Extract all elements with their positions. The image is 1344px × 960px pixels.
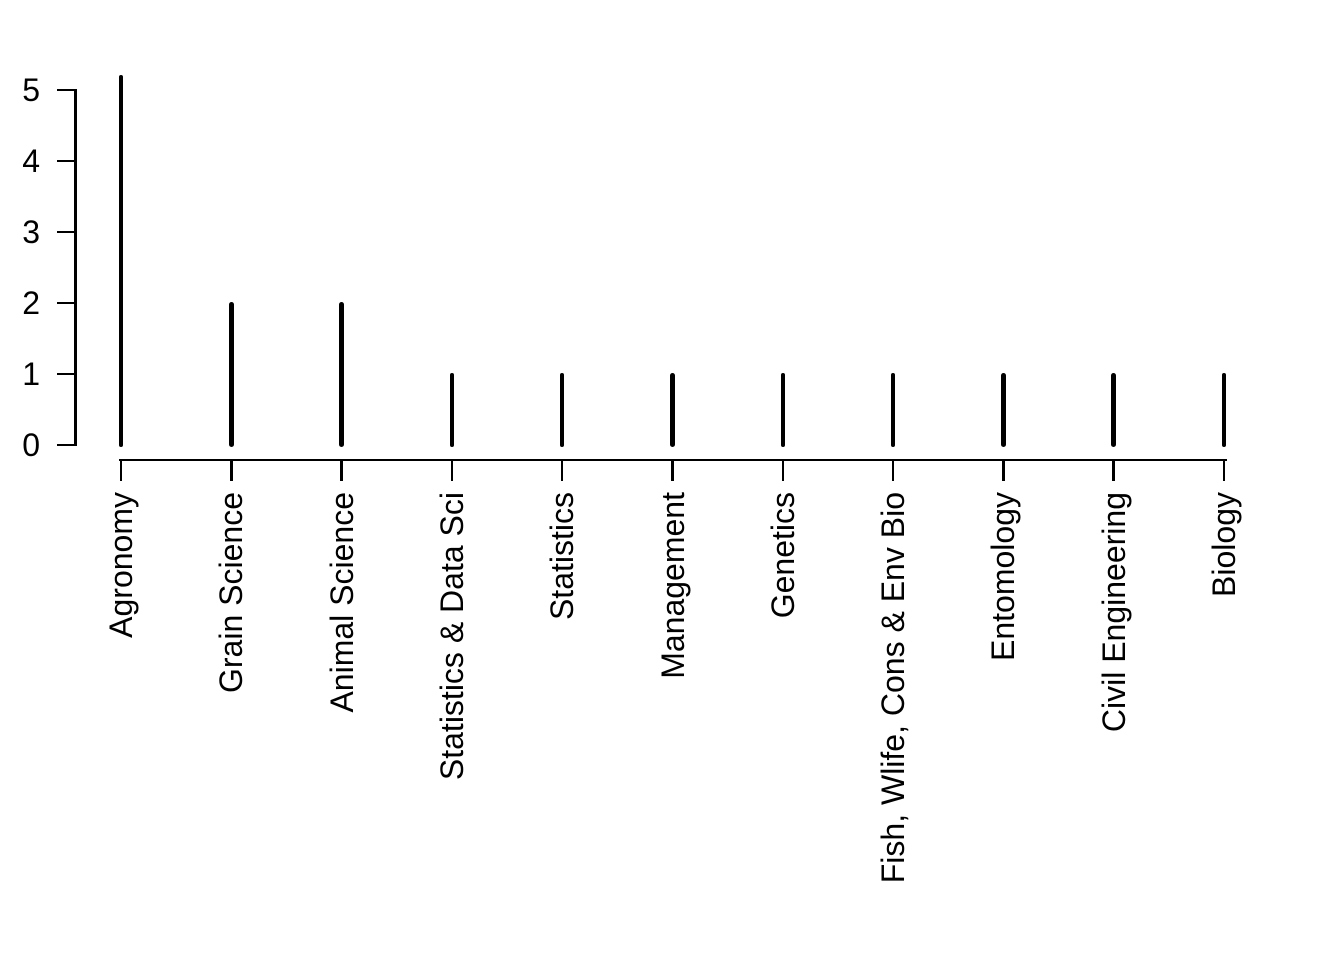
x-category-label: Statistics (544, 492, 581, 621)
y-tick-label: 3 (22, 214, 40, 250)
x-category-label: Fish, Wlife, Cons & Env Bio (875, 492, 912, 884)
x-category-label: Agronomy (103, 492, 139, 638)
x-axis-line (119, 458, 1227, 462)
spike (449, 373, 455, 447)
y-tick (56, 443, 76, 447)
spike (780, 373, 786, 447)
spike (1001, 373, 1006, 447)
y-tick-label: 0 (22, 427, 40, 463)
y-tick (56, 372, 76, 376)
y-tick-label: 5 (22, 72, 40, 108)
x-category-label: Genetics (764, 492, 801, 619)
y-tick-label: 1 (22, 356, 40, 392)
x-tick (560, 461, 564, 481)
x-tick (891, 461, 895, 481)
x-tick (450, 461, 454, 481)
x-category-label: Animal Science (323, 492, 360, 713)
y-tick (56, 301, 76, 305)
y-tick (56, 230, 76, 234)
spike (890, 373, 896, 447)
y-axis-line (74, 88, 77, 447)
spike (1221, 373, 1227, 447)
x-tick (340, 461, 343, 481)
x-tick (1002, 461, 1005, 481)
x-tick (671, 461, 674, 481)
x-tick (1112, 461, 1115, 481)
x-tick (1222, 461, 1226, 481)
x-category-label: Civil Engineering (1095, 492, 1132, 733)
x-tick (119, 461, 123, 481)
y-tick (56, 88, 76, 92)
spike (1111, 373, 1116, 447)
x-category-label: Statistics & Data Sci (433, 492, 470, 781)
y-tick-label: 4 (22, 143, 40, 179)
spike (670, 373, 675, 447)
x-tick (230, 461, 233, 481)
x-tick (781, 461, 785, 481)
y-tick (56, 159, 76, 163)
spike (559, 373, 565, 447)
x-category-label: Entomology (985, 492, 1022, 661)
x-category-label: Biology (1206, 492, 1242, 597)
y-tick-label: 2 (22, 285, 40, 321)
spike (118, 74, 124, 447)
x-category-label: Grain Science (213, 492, 250, 693)
spike (229, 302, 234, 447)
spike (339, 302, 344, 447)
x-category-label: Management (654, 492, 691, 679)
